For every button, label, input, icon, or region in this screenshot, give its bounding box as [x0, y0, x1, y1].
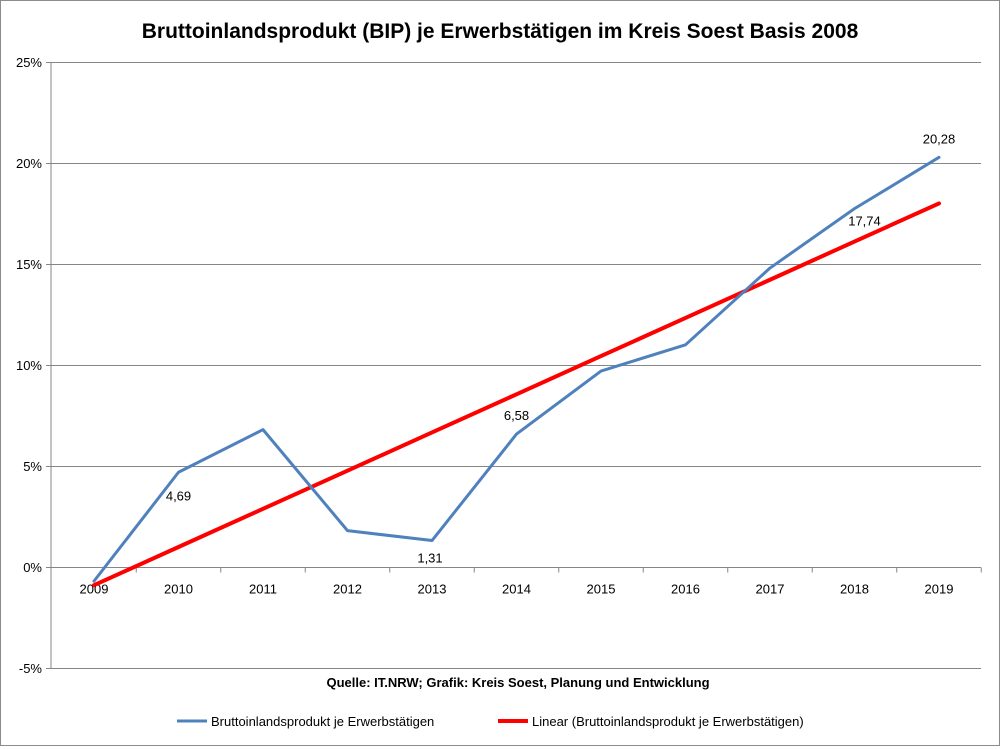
y-tick-label: -5% [19, 661, 43, 676]
series-lines [92, 155, 941, 588]
x-tick-label: 2013 [418, 582, 447, 597]
x-tick-label: 2019 [925, 582, 954, 597]
y-tick-label: 10% [16, 358, 42, 373]
data-label: 20,28 [923, 131, 956, 146]
data-labels: 4,69 1,31 6,58 17,74 20,28 [166, 131, 955, 565]
source-note: Quelle: IT.NRW; Grafik: Kreis Soest, Pla… [326, 675, 709, 690]
x-tick-label: 2017 [756, 582, 785, 597]
data-line [92, 155, 941, 583]
y-tick-label: 0% [23, 560, 42, 575]
y-tick-label: 15% [16, 257, 42, 272]
x-tick-label: 2011 [249, 582, 277, 597]
x-tick-label: 2012 [333, 582, 362, 597]
data-label: 1,31 [417, 551, 442, 566]
chart-title: Bruttoinlandsprodukt (BIP) je Erwerbstät… [142, 20, 859, 43]
y-tick-label: 20% [16, 156, 42, 171]
trend-line [92, 201, 941, 588]
data-label: 4,69 [166, 488, 191, 503]
legend-label: Linear (Bruttoinlandsprodukt je Erwerbst… [532, 714, 804, 729]
x-tick-label: 2010 [164, 582, 193, 597]
x-tick-label: 2015 [587, 582, 616, 597]
data-label: 6,58 [504, 408, 529, 423]
data-label: 17,74 [848, 214, 881, 229]
y-tick-label: 25% [16, 55, 42, 70]
gridlines [46, 62, 981, 669]
y-tick-label: 5% [23, 459, 42, 474]
x-tick-label: 2009 [80, 582, 109, 597]
x-tick-label: 2018 [840, 582, 869, 597]
x-tick-label: 2016 [671, 582, 700, 597]
x-tick-label: 2014 [502, 582, 531, 597]
legend-label: Bruttoinlandsprodukt je Erwerbstätigen [211, 714, 434, 729]
x-axis-ticks: 2009 2010 2011 2012 2013 2014 2015 2016 2017 2018… [80, 567, 982, 597]
y-axis-ticks: -5% 0% 5% 10% 15% 20% 25% [16, 55, 42, 676]
legend: Bruttoinlandsprodukt je Erwerbstätigen Li… [177, 714, 804, 729]
